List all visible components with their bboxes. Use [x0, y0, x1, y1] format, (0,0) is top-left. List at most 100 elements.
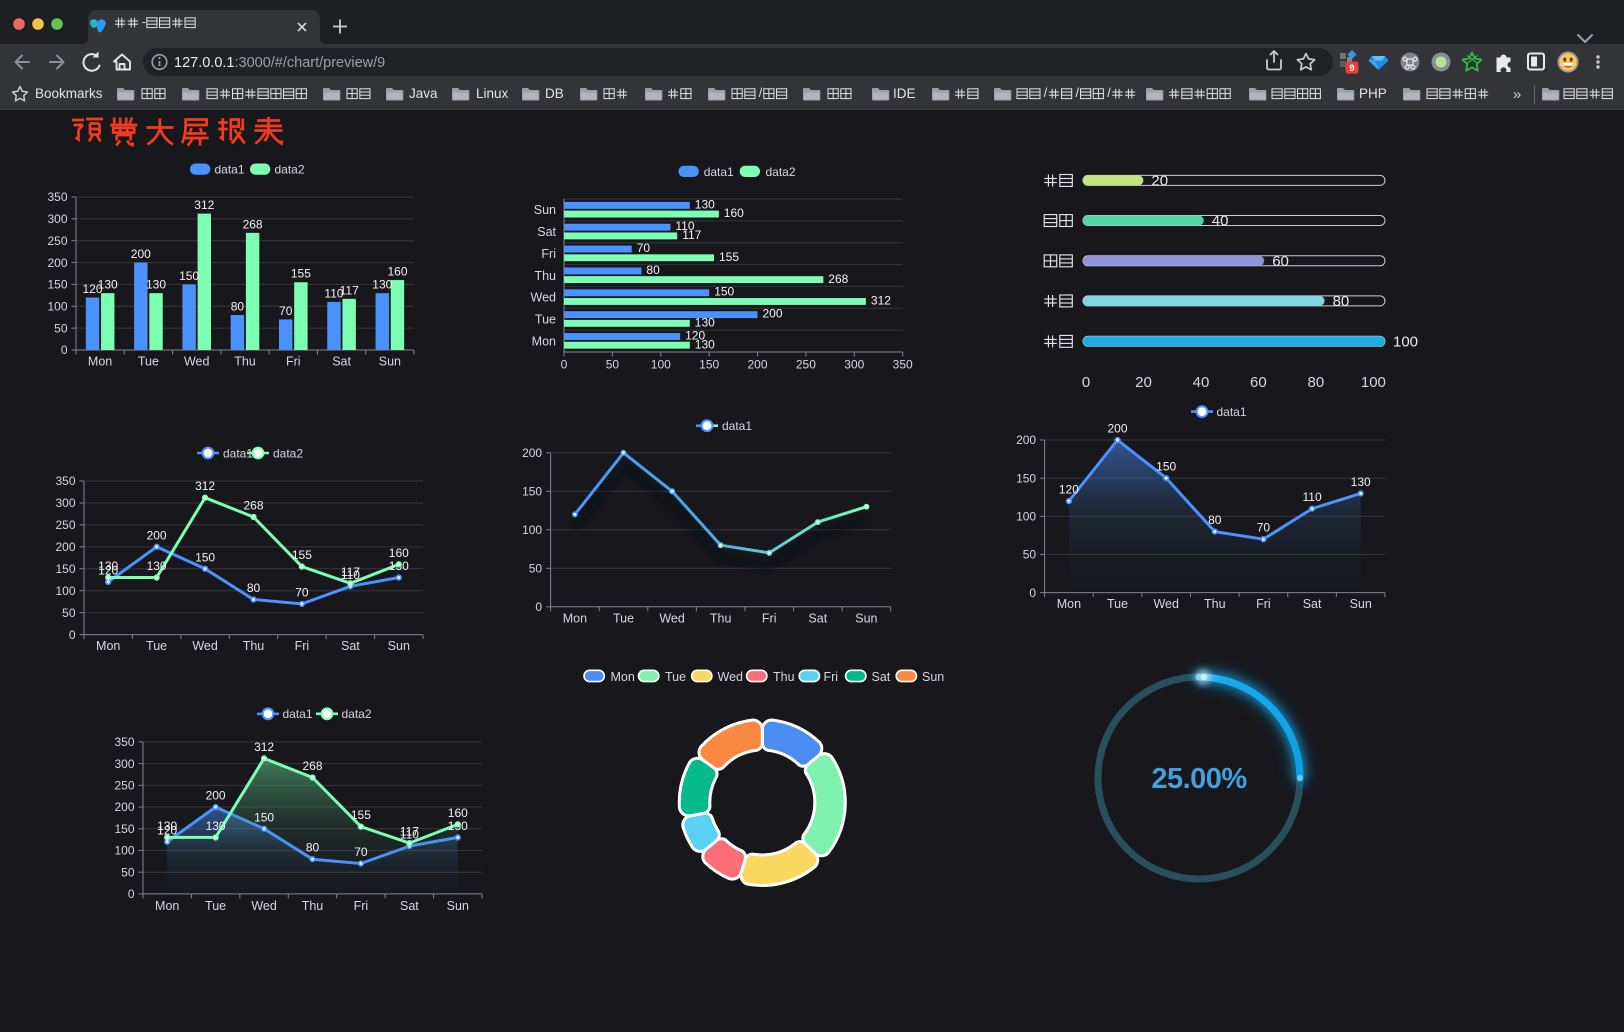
svg-text:100: 100 [47, 300, 67, 314]
svg-text:Fri: Fri [762, 611, 777, 625]
svg-text:data1: data1 [223, 446, 253, 460]
svg-text:Wed: Wed [184, 355, 210, 369]
svg-text:Wed: Wed [192, 639, 218, 653]
svg-text:110: 110 [1303, 490, 1322, 504]
svg-text:0: 0 [1082, 374, 1090, 391]
svg-text:120: 120 [98, 563, 118, 577]
svg-text:80: 80 [231, 300, 245, 314]
svg-text:312: 312 [254, 740, 274, 754]
svg-text:150: 150 [195, 550, 215, 564]
svg-text:Thu: Thu [234, 355, 256, 369]
svg-text:200: 200 [47, 256, 67, 270]
svg-text:200: 200 [206, 789, 226, 803]
svg-text:50: 50 [54, 321, 68, 335]
svg-text:130: 130 [372, 278, 392, 292]
svg-text:100: 100 [1361, 374, 1386, 391]
svg-text:data2: data2 [273, 446, 303, 460]
svg-text:150: 150 [522, 485, 542, 499]
svg-text:100: 100 [1016, 510, 1036, 524]
svg-text:250: 250 [47, 234, 67, 248]
svg-text:Sun: Sun [534, 203, 556, 217]
svg-text:130: 130 [695, 316, 715, 330]
svg-text:150: 150 [179, 269, 199, 283]
svg-text:350: 350 [893, 358, 913, 372]
svg-text:250: 250 [55, 518, 75, 532]
svg-text:Wed: Wed [1153, 597, 1179, 611]
svg-text:110: 110 [341, 568, 360, 582]
svg-text:Tue: Tue [535, 313, 556, 327]
svg-text:PHP: PHP [1359, 86, 1387, 101]
svg-text:350: 350 [114, 735, 134, 749]
svg-text:70: 70 [1257, 521, 1271, 535]
svg-text:60: 60 [1250, 374, 1267, 391]
svg-text:Sun: Sun [855, 611, 877, 625]
svg-text:/: / [759, 86, 763, 100]
svg-text:80: 80 [1208, 513, 1222, 527]
svg-text:40: 40 [1212, 213, 1229, 230]
svg-text:100: 100 [1393, 334, 1418, 351]
svg-text:Wed: Wed [251, 899, 277, 913]
svg-text:Thu: Thu [243, 639, 265, 653]
svg-text:350: 350 [47, 190, 67, 204]
svg-text:data1: data1 [722, 419, 752, 433]
svg-text:/: / [1107, 86, 1111, 100]
svg-text:300: 300 [114, 757, 134, 771]
svg-text:110: 110 [324, 286, 343, 300]
svg-text:Sat: Sat [332, 355, 351, 369]
svg-text:Sat: Sat [341, 639, 360, 653]
svg-text:120: 120 [82, 282, 102, 296]
svg-text:Fri: Fri [354, 899, 369, 913]
svg-text:data2: data2 [342, 707, 372, 721]
svg-text:155: 155 [292, 548, 312, 562]
svg-text:160: 160 [448, 806, 468, 820]
svg-text:160: 160 [724, 206, 744, 220]
svg-text:100: 100 [522, 523, 542, 537]
svg-text:data1: data1 [215, 163, 245, 177]
svg-text:117: 117 [340, 283, 359, 297]
svg-text:»: » [1513, 86, 1521, 103]
svg-text:Sun: Sun [388, 639, 410, 653]
svg-text:200: 200 [522, 446, 542, 460]
svg-text:130: 130 [206, 819, 226, 833]
svg-text:150: 150 [714, 285, 734, 299]
svg-text:Thu: Thu [773, 670, 795, 684]
svg-text:Fri: Fri [286, 355, 301, 369]
svg-text:Fri: Fri [824, 670, 839, 684]
svg-text:50: 50 [529, 562, 543, 576]
svg-text:0: 0 [61, 343, 68, 357]
svg-text:Tue: Tue [146, 639, 167, 653]
svg-text:150: 150 [114, 822, 134, 836]
svg-text:150: 150 [254, 810, 274, 824]
svg-text:Sun: Sun [447, 899, 469, 913]
svg-text:Fri: Fri [1256, 597, 1271, 611]
svg-text:Mon: Mon [88, 355, 112, 369]
svg-text:50: 50 [1023, 548, 1037, 562]
svg-text:0: 0 [69, 628, 76, 642]
svg-text:150: 150 [1016, 471, 1036, 485]
svg-text:Mon: Mon [532, 334, 556, 348]
svg-text:Wed: Wed [531, 291, 557, 305]
svg-text:Fri: Fri [541, 247, 556, 261]
svg-text:Thu: Thu [710, 611, 732, 625]
svg-text:110: 110 [400, 828, 419, 842]
svg-text:127.0.0.1:3000/#/chart/preview: 127.0.0.1:3000/#/chart/preview/9 [174, 55, 385, 71]
svg-text:80: 80 [247, 581, 261, 595]
svg-text:20: 20 [1151, 173, 1168, 190]
svg-text:0: 0 [535, 600, 542, 614]
svg-text:/: / [1044, 86, 1048, 100]
svg-text:Sat: Sat [872, 670, 891, 684]
svg-text:130: 130 [98, 278, 118, 292]
svg-text:155: 155 [719, 250, 739, 264]
svg-text:130: 130 [146, 278, 166, 292]
svg-text:0: 0 [1029, 586, 1036, 600]
svg-text:312: 312 [195, 479, 215, 493]
svg-text:312: 312 [194, 198, 214, 212]
svg-text:/: / [1076, 86, 1080, 100]
svg-text:Mon: Mon [96, 639, 120, 653]
svg-text:Wed: Wed [718, 670, 744, 684]
svg-text:Thu: Thu [302, 899, 324, 913]
svg-text:250: 250 [114, 779, 134, 793]
svg-text:300: 300 [47, 212, 67, 226]
svg-text:Sat: Sat [537, 225, 556, 239]
svg-text:100: 100 [651, 358, 671, 372]
